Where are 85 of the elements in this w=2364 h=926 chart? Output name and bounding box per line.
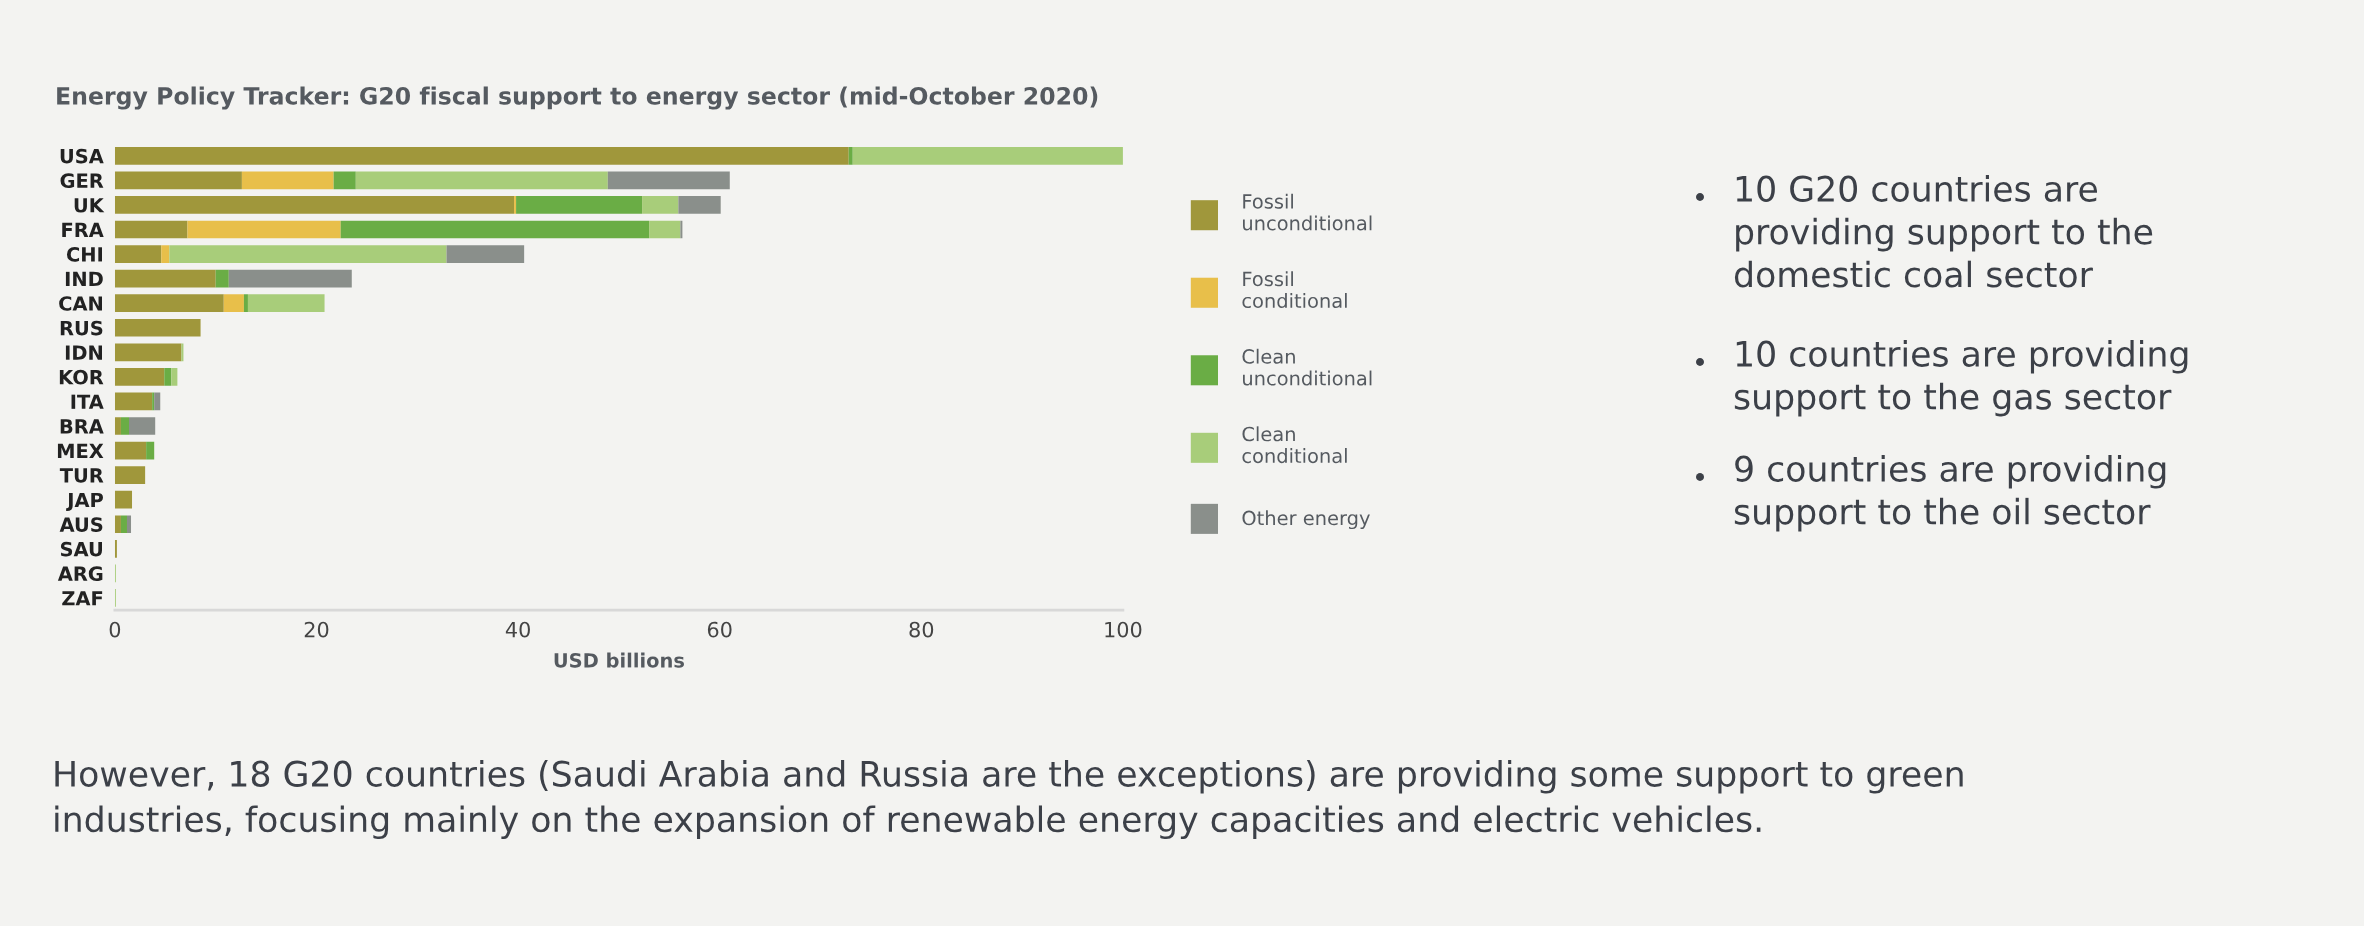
bar xyxy=(114,171,242,190)
y-tick-label: JAP xyxy=(66,492,103,511)
bar xyxy=(129,417,156,435)
bar xyxy=(852,146,1123,165)
bar xyxy=(355,171,608,190)
bar xyxy=(642,196,679,214)
bar xyxy=(154,392,161,411)
bar xyxy=(243,294,248,313)
legend-label: Fossil conditional xyxy=(1242,271,1347,309)
bar xyxy=(161,245,170,263)
x-tick-label: 60 xyxy=(707,621,732,638)
x-tick-label: 40 xyxy=(505,621,530,638)
y-tick-label: AUS xyxy=(59,517,103,532)
chart-title: Energy Policy Tracker: G20 fiscal support to energy sector (mid-October 2020) xyxy=(57,86,1098,110)
y-tick-label: ITA xyxy=(71,394,104,409)
bar xyxy=(514,196,517,214)
bar xyxy=(848,146,853,165)
bar xyxy=(223,294,244,313)
bar xyxy=(114,392,153,411)
bar xyxy=(446,245,525,263)
text: However, 18 G20 countries (Saudi Arabia and Russia are the exceptions) are providing some support to green industries, focusing mainly on the expansion of renewable energy capacities and electric vehicles. xyxy=(55,760,1963,840)
bar xyxy=(114,441,147,460)
y-tick-label: GER xyxy=(60,173,104,189)
legend-label: Clean unconditional xyxy=(1242,348,1372,386)
bar xyxy=(146,441,155,460)
bar xyxy=(649,220,681,239)
x-tick-label: 100 xyxy=(1105,621,1142,638)
legend-label: Other energy xyxy=(1242,510,1370,530)
text: 10 G20 countries are providing support to the domestic coal sector xyxy=(1734,175,2153,288)
y-tick-label: IDN xyxy=(65,345,102,360)
bar xyxy=(114,539,117,558)
bar xyxy=(126,515,132,534)
bar xyxy=(516,196,643,214)
bar xyxy=(164,368,172,386)
y-tick-label: KOR xyxy=(59,369,104,385)
text: 9 countries are providing support to the oil sector xyxy=(1734,455,2166,532)
y-tick-label: RUS xyxy=(60,320,103,336)
bar xyxy=(120,417,129,435)
bar xyxy=(169,245,447,263)
legend-label: Clean conditional xyxy=(1242,426,1347,464)
bar xyxy=(114,146,849,165)
x-tick-label: 0 xyxy=(109,621,121,638)
bar xyxy=(114,294,224,313)
bar xyxy=(680,220,683,239)
bar xyxy=(152,392,155,411)
bar xyxy=(114,515,121,534)
x-tick-label: 80 xyxy=(909,621,934,638)
bar xyxy=(228,269,352,288)
bar xyxy=(241,171,334,190)
text: 10 countries are providing support to the gas sector xyxy=(1734,340,2188,417)
bar xyxy=(114,490,133,509)
bar xyxy=(340,220,650,239)
bar xyxy=(114,196,515,214)
bar xyxy=(114,343,182,362)
y-tick-label: UK xyxy=(74,198,105,213)
bar xyxy=(181,343,184,362)
bar xyxy=(114,368,165,386)
x-tick-label: 20 xyxy=(304,621,329,638)
bar xyxy=(247,294,325,313)
x-axis-title: USD billions xyxy=(554,652,684,668)
legend-label: Fossil unconditional xyxy=(1243,193,1372,231)
y-tick-label: ARG xyxy=(57,566,103,582)
bar xyxy=(215,269,229,288)
bar xyxy=(607,171,730,190)
y-tick-label: FRA xyxy=(62,222,104,237)
bar xyxy=(120,515,127,534)
y-tick-label: SAU xyxy=(60,541,102,557)
y-tick-label: TUR xyxy=(59,468,104,483)
y-tick-label: CHI xyxy=(66,247,102,262)
y-tick-label: MEX xyxy=(57,443,104,458)
bar xyxy=(171,368,178,386)
y-tick-label: BRA xyxy=(60,419,104,434)
bar xyxy=(114,417,121,435)
bar xyxy=(187,220,341,239)
y-tick-label: CAN xyxy=(59,296,102,311)
bar xyxy=(114,318,201,337)
bar xyxy=(114,245,162,263)
bar xyxy=(114,220,188,239)
bar xyxy=(114,269,216,288)
bar xyxy=(114,466,146,484)
bar xyxy=(678,196,721,214)
y-tick-label: ZAF xyxy=(62,591,103,606)
y-tick-label: IND xyxy=(65,271,103,287)
bar xyxy=(333,171,356,190)
y-tick-label: USA xyxy=(60,148,104,164)
